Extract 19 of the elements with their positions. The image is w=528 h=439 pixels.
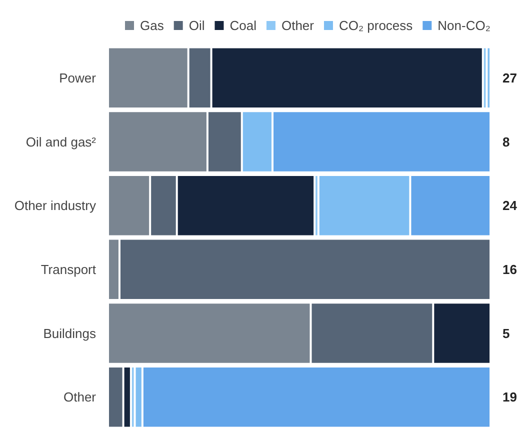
text: 27 — [502, 70, 518, 86]
legend-label: Gas — [140, 18, 164, 33]
legend-label: CO₂ process — [338, 18, 414, 33]
legend-label: Non-CO₂ — [438, 18, 490, 33]
text: 19 — [502, 390, 518, 405]
bar — [486, 47, 491, 109]
legend-label: Other — [281, 18, 315, 33]
y-tick-label: Oil and gas² — [26, 134, 97, 150]
y-tick-label: Buildings — [43, 326, 96, 341]
y-tick-label: Other — [63, 390, 97, 405]
text: 8 — [502, 134, 510, 150]
y-tick-label: Other industry — [14, 198, 96, 214]
legend-label: Coal — [230, 18, 257, 33]
text: 16 — [502, 262, 518, 277]
y-tick-label: Transport — [40, 262, 96, 277]
legend-label: Oil — [188, 18, 205, 33]
text: 24 — [502, 198, 518, 214]
text: 5 — [502, 326, 510, 341]
y-tick-label: Power — [59, 70, 97, 86]
